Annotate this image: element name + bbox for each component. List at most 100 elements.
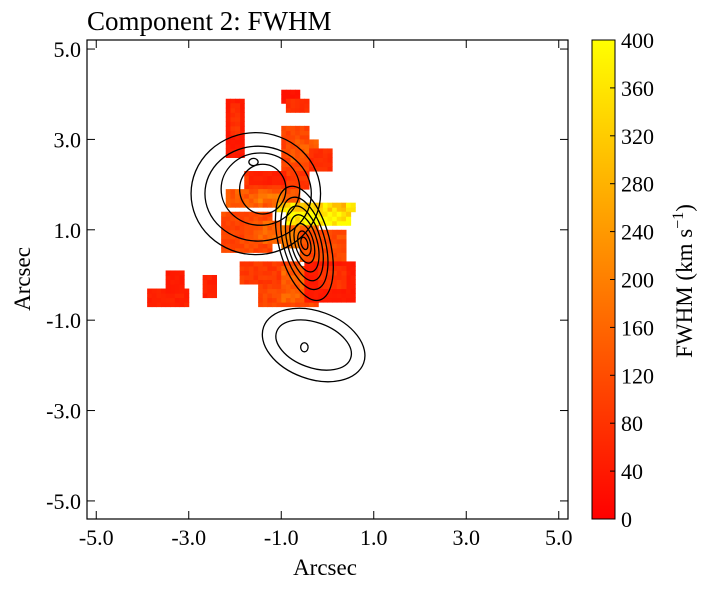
heatmap-pixel <box>267 279 273 285</box>
heatmap-pixel <box>174 297 181 303</box>
heatmap-pixel <box>235 243 241 249</box>
heatmap-pixel <box>235 238 241 244</box>
heatmap-pixel <box>336 265 342 271</box>
heatmap-pixel <box>272 261 278 267</box>
heatmap-pixel <box>248 274 255 280</box>
heatmap-pixel <box>332 243 338 249</box>
heatmap-pixel <box>336 211 342 217</box>
heatmap-pixel <box>350 202 356 208</box>
heatmap-pixel <box>327 234 333 240</box>
heatmap-pixel <box>341 207 347 213</box>
heatmap-pixel <box>230 202 236 208</box>
heatmap-pixel <box>336 202 342 208</box>
heatmap-pixel <box>239 279 245 285</box>
heatmap-pixel <box>341 261 347 267</box>
heatmap-pixel <box>235 125 241 131</box>
heatmap-pixel <box>295 297 301 303</box>
heatmap-pixel <box>327 157 333 163</box>
colorbar-tick-label: 320 <box>621 124 654 149</box>
heatmap-pixel <box>299 107 305 113</box>
heatmap-pixel <box>276 265 282 271</box>
heatmap-pixel <box>239 107 245 113</box>
heatmap-pixel <box>225 98 231 104</box>
heatmap-pixel <box>295 302 301 308</box>
heatmap-pixel <box>309 143 315 149</box>
heatmap-pixel <box>230 152 236 158</box>
y-axis-label: Arcsec <box>10 247 35 311</box>
heatmap-pixel <box>295 166 301 172</box>
colorbar-tick-label: 240 <box>621 220 654 245</box>
heatmap-pixel <box>299 171 305 177</box>
heatmap-pixel <box>174 270 181 276</box>
heatmap-pixel <box>313 238 319 244</box>
heatmap-pixel <box>332 274 338 280</box>
heatmap-pixel <box>304 256 310 262</box>
heatmap-pixel <box>322 293 329 299</box>
heatmap-pixel <box>207 284 213 290</box>
x-tick-label: 5.0 <box>545 525 573 550</box>
heatmap-pixel <box>327 166 333 172</box>
heatmap-pixel <box>244 171 250 177</box>
heatmap-pixel <box>272 288 278 294</box>
heatmap-pixel <box>285 261 292 267</box>
heatmap-pixel <box>170 302 176 308</box>
heatmap-pixel <box>225 130 231 136</box>
contour-line <box>248 157 259 167</box>
heatmap-pixel <box>304 229 310 235</box>
heatmap-pixel <box>244 229 250 235</box>
heatmap-pixel <box>221 225 227 231</box>
heatmap-pixel <box>341 270 347 276</box>
heatmap-pixel <box>174 274 181 280</box>
heatmap-pixel <box>230 103 236 109</box>
heatmap-pixel <box>285 293 292 299</box>
heatmap-pixel <box>262 270 268 276</box>
heatmap-pixel <box>290 216 296 222</box>
x-tick-label: -3.0 <box>171 525 206 550</box>
heatmap-pixel <box>304 234 310 240</box>
heatmap-pixel <box>346 220 352 226</box>
heatmap-pixel <box>248 198 255 204</box>
heatmap-pixel <box>281 302 287 308</box>
heatmap-pixel <box>239 243 245 249</box>
heatmap-pixel <box>248 216 255 222</box>
heatmap-pixel <box>304 279 310 285</box>
heatmap-pixel <box>346 274 352 280</box>
heatmap-pixel <box>258 220 264 226</box>
heatmap-pixel <box>235 139 241 145</box>
heatmap-pixel <box>202 293 208 299</box>
heatmap-pixel <box>318 274 324 280</box>
heatmap-pixel <box>170 279 176 285</box>
heatmap-pixel <box>161 297 167 303</box>
x-axis-ticks: -5.0 -3.0 -1.0 1.0 3.0 5.0 <box>79 40 573 550</box>
heatmap-pixel <box>272 302 278 308</box>
colorbar-tick-label: 80 <box>621 411 643 436</box>
heatmap-pixel <box>295 103 301 109</box>
heatmap-pixel <box>262 279 268 285</box>
heatmap-pixel <box>244 261 250 267</box>
heatmap-pixel <box>313 288 319 294</box>
heatmap-pixel <box>161 288 167 294</box>
heatmap-pixel <box>184 297 190 303</box>
heatmap-pixel <box>309 288 315 294</box>
heatmap-pixel <box>248 189 255 195</box>
heatmap-pixel <box>267 265 273 271</box>
heatmap-pixel <box>272 284 278 290</box>
heatmap-pixel <box>248 243 255 249</box>
heatmap-pixel <box>290 130 296 136</box>
heatmap-pixel <box>299 216 305 222</box>
heatmap-pixel <box>258 279 264 285</box>
heatmap-pixel <box>322 202 329 208</box>
contour-line <box>220 152 301 226</box>
heatmap-pixel <box>235 225 241 231</box>
heatmap-pixel <box>295 216 301 222</box>
heatmap-pixel <box>248 180 254 186</box>
heatmap-pixel <box>299 207 305 213</box>
heatmap-pixel <box>295 89 301 95</box>
heatmap-pixel <box>262 184 268 190</box>
heatmap-pixel <box>290 284 296 290</box>
heatmap-pixel <box>327 279 333 285</box>
heatmap-pixel <box>304 162 310 168</box>
heatmap-pixel <box>235 107 241 113</box>
heatmap-pixel <box>285 274 292 280</box>
